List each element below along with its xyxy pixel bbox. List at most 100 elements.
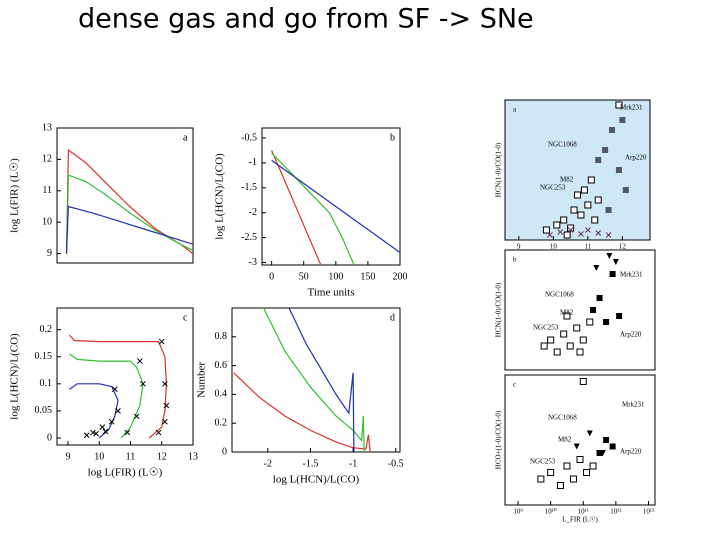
marker xyxy=(596,450,603,456)
x-tick-label: 150 xyxy=(360,271,375,282)
x-tick-label: 0 xyxy=(269,271,274,282)
marker xyxy=(593,265,600,271)
marker xyxy=(158,338,165,345)
marker xyxy=(163,402,170,409)
plot-frame xyxy=(261,127,401,266)
marker xyxy=(603,319,610,325)
marker xyxy=(108,418,115,425)
marker xyxy=(537,475,545,483)
marker xyxy=(83,432,90,439)
marker xyxy=(547,469,555,476)
y-tick-label: -2.5 xyxy=(241,232,257,243)
x-tick-label: 10¹¹ xyxy=(578,508,589,516)
marker xyxy=(542,226,550,234)
plot-area xyxy=(69,334,170,439)
plot-area xyxy=(542,101,629,239)
x-tick-label: 10 xyxy=(550,243,558,251)
marker xyxy=(547,336,555,344)
annotation: Mrk231 xyxy=(620,271,643,279)
marker xyxy=(584,201,592,209)
marker xyxy=(563,462,571,470)
marker xyxy=(556,482,564,489)
marker xyxy=(602,147,609,153)
marker xyxy=(557,229,564,235)
marker xyxy=(566,342,574,350)
marker xyxy=(569,475,577,483)
plot-area xyxy=(233,308,371,452)
annotation: Mrk231 xyxy=(622,401,645,409)
annotation: Arp220 xyxy=(625,154,647,162)
panel-label: a xyxy=(183,132,188,143)
marker xyxy=(573,324,581,332)
y-tick-label: 0.6 xyxy=(215,360,228,371)
panel-label: b xyxy=(390,132,395,143)
annotation: M82 xyxy=(558,436,572,444)
x-tick-label: 100 xyxy=(328,271,343,282)
plot-frame xyxy=(56,127,194,264)
curve xyxy=(271,159,400,253)
marker xyxy=(140,380,146,387)
marker xyxy=(553,348,561,356)
marker xyxy=(93,430,99,437)
marker xyxy=(540,342,548,350)
marker xyxy=(609,443,616,450)
x-tick-label: -1.5 xyxy=(303,458,319,469)
annotation: Arp220 xyxy=(620,331,642,339)
plot-frame xyxy=(504,374,656,506)
marker xyxy=(547,232,553,238)
plot-area xyxy=(540,253,623,356)
marker xyxy=(560,216,568,224)
marker xyxy=(155,429,162,436)
x-tick-label: 11 xyxy=(126,451,136,462)
x-tick-label: 10¹⁰ xyxy=(545,508,557,516)
marker xyxy=(585,227,591,233)
x-tick-label: 10⁹ xyxy=(513,508,523,516)
marker xyxy=(619,117,626,123)
marker xyxy=(590,307,597,313)
marker xyxy=(587,176,595,184)
x-tick-label: 9 xyxy=(517,243,521,251)
marker xyxy=(577,211,585,219)
curve xyxy=(271,152,355,265)
marker xyxy=(99,424,106,430)
marker xyxy=(567,227,574,233)
x-tick-label: 50 xyxy=(299,271,309,282)
marker xyxy=(580,186,588,194)
annotation: NGC253 xyxy=(530,458,556,466)
marker xyxy=(567,224,575,232)
marker xyxy=(586,430,593,437)
y-axis-label: log L(HCN)/L(CO) xyxy=(9,333,21,420)
panel-label: d xyxy=(390,312,395,323)
x-tick-label: 10 xyxy=(94,451,104,462)
y-axis-label: log L(FIR) (L☉) xyxy=(9,158,21,233)
annotation: M82 xyxy=(560,309,574,317)
marker xyxy=(622,187,629,193)
y-axis-label: HCO+(1-0)/CO(1-0) xyxy=(495,410,503,469)
y-tick-label: 9 xyxy=(47,248,52,259)
y-tick-label: 10 xyxy=(42,216,52,227)
marker xyxy=(605,232,612,238)
x-tick-label: 10¹³ xyxy=(643,508,654,516)
y-tick-label: 0.2 xyxy=(40,324,53,335)
marker xyxy=(596,295,603,301)
annotation: NGC253 xyxy=(540,184,566,192)
x-tick-label: 10¹² xyxy=(610,508,621,516)
curve xyxy=(65,205,193,254)
annotation: NGC1068 xyxy=(548,414,577,422)
y-tick-label: -0.5 xyxy=(241,132,257,143)
marker xyxy=(595,157,602,163)
marker xyxy=(574,191,581,199)
y-tick-label: 13 xyxy=(42,122,52,133)
marker xyxy=(615,101,623,109)
curve xyxy=(263,308,365,452)
x-axis-label: log L(HCN)/L(CO) xyxy=(273,474,360,486)
plot-area xyxy=(271,150,400,265)
marker xyxy=(615,167,622,173)
x-tick-label: -2 xyxy=(264,458,272,469)
plot-area xyxy=(537,378,616,489)
plot-frame xyxy=(504,99,651,241)
marker xyxy=(579,336,587,344)
curve xyxy=(69,334,168,439)
marker xyxy=(115,408,121,414)
